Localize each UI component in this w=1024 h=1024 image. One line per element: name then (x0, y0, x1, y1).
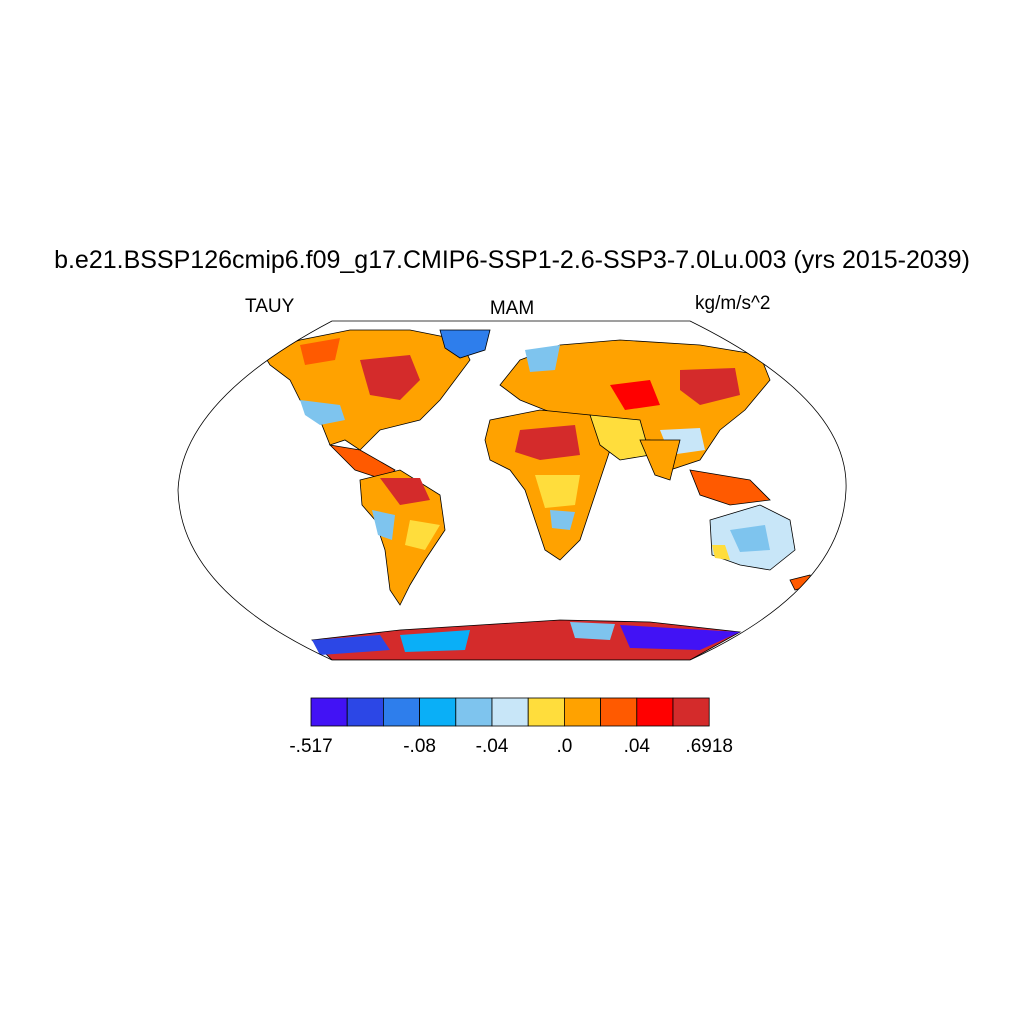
plot-title: b.e21.BSSP126cmip6.f09_g17.CMIP6-SSP1-2.… (54, 246, 970, 274)
map-outline (177, 320, 847, 661)
season-label: MAM (489, 298, 535, 319)
europe-blue-patch (525, 345, 560, 372)
colorbar-tick-label: -.517 (289, 736, 333, 757)
colorbar-tick-label: -.08 (403, 736, 436, 757)
colorbar-swatch (382, 697, 420, 727)
units-label: kg/m/s^2 (695, 293, 771, 314)
colorbar-swatch (310, 697, 348, 727)
se-asia-region (689, 469, 771, 506)
australia-yellow-edge (712, 545, 730, 560)
south-america-region (359, 469, 446, 606)
colorbar-tick-label: -.04 (475, 736, 509, 757)
greenland (439, 329, 491, 359)
antarctica-cyan-patch (400, 630, 470, 652)
sahara-red-patch (515, 425, 580, 460)
colorbar-swatch (419, 697, 457, 727)
colorbar-swatch (527, 697, 565, 727)
central-asia-red (610, 380, 660, 410)
brazil-yellow-patch (405, 520, 440, 550)
antarctica-lightblue (570, 622, 615, 640)
colorbar-swatch (491, 697, 529, 727)
colorbar-swatch (564, 697, 602, 727)
colorbar-swatch (455, 697, 493, 727)
us-blue-patch (300, 400, 345, 425)
india-region (639, 439, 681, 481)
africa-yellow-patch (535, 475, 580, 508)
antarctica-blue-west (312, 635, 390, 655)
arabia-region (589, 414, 651, 461)
colorbar-swatch (672, 697, 710, 727)
colorbar-tick-label: .6918 (685, 736, 733, 757)
colorbar-swatch (346, 697, 384, 727)
colorbar-tick-label: .0 (556, 736, 573, 757)
antarctica-blue-east (620, 625, 740, 650)
africa-blue-patch (550, 510, 575, 530)
colorbar-swatch (636, 697, 674, 727)
siberia-red-patch (680, 368, 740, 405)
colorbar-tick-label: .04 (623, 736, 651, 757)
australia-blue-patch (730, 525, 770, 552)
variable-label: TAUY (245, 296, 295, 317)
alaska-patch (300, 338, 340, 365)
colorbar-swatch (600, 697, 638, 727)
south-america-blue-patch (372, 510, 395, 540)
amazon-red-patch (380, 478, 430, 505)
canada-red-patch (360, 355, 420, 400)
